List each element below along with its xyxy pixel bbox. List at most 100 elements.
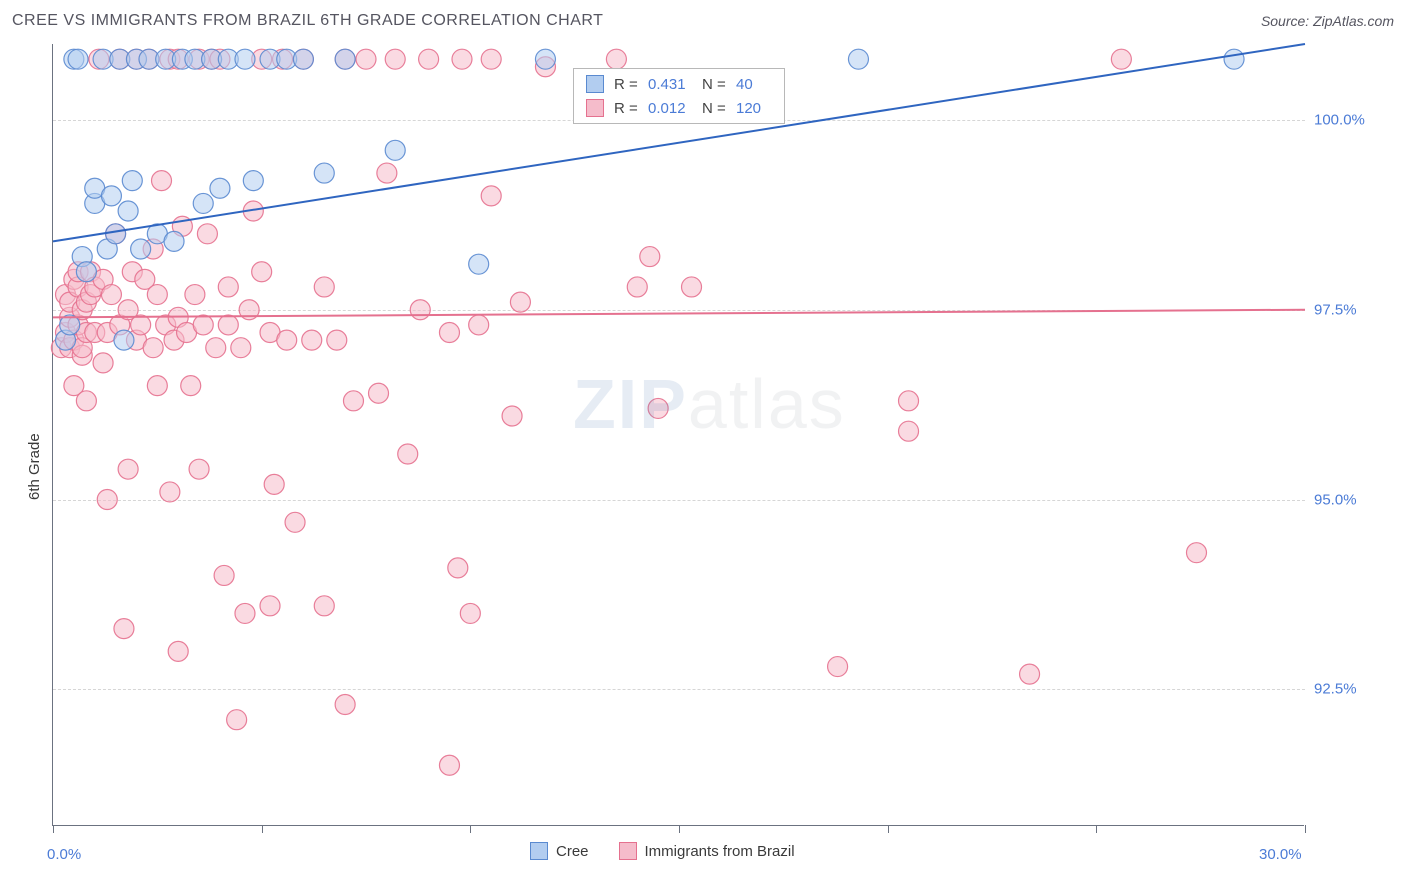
data-point	[314, 596, 334, 616]
data-point	[106, 224, 126, 244]
x-tick	[679, 825, 680, 833]
data-point	[193, 193, 213, 213]
data-point	[131, 315, 151, 335]
data-point	[97, 490, 117, 510]
data-point	[335, 695, 355, 715]
stats-value: 40	[736, 76, 772, 93]
data-point	[1224, 49, 1244, 69]
data-point	[160, 482, 180, 502]
data-point	[439, 755, 459, 775]
data-point	[293, 49, 313, 69]
stats-legend: R =0.431N =40R =0.012N =120	[573, 68, 785, 124]
data-point	[147, 285, 167, 305]
data-point	[76, 391, 96, 411]
data-point	[243, 171, 263, 191]
data-point	[343, 391, 363, 411]
data-point	[502, 406, 522, 426]
data-point	[369, 383, 389, 403]
source-label: Source: ZipAtlas.com	[1261, 13, 1394, 29]
y-tick-label: 92.5%	[1314, 681, 1374, 698]
legend-swatch	[586, 75, 604, 93]
legend-label: Cree	[556, 843, 589, 860]
stats-label: N =	[702, 100, 730, 117]
data-point	[448, 558, 468, 578]
data-point	[152, 171, 172, 191]
x-tick	[1096, 825, 1097, 833]
data-point	[101, 285, 121, 305]
data-point	[1186, 543, 1206, 563]
stats-value: 120	[736, 100, 772, 117]
legend-item: Immigrants from Brazil	[619, 842, 795, 860]
legend-swatch	[586, 99, 604, 117]
data-point	[231, 338, 251, 358]
data-point	[68, 49, 88, 69]
data-point	[206, 338, 226, 358]
data-point	[114, 619, 134, 639]
plot-area: ZIPatlas R =0.431N =40R =0.012N =120	[53, 44, 1305, 826]
data-point	[510, 292, 530, 312]
data-point	[385, 49, 405, 69]
legend-swatch	[619, 842, 637, 860]
y-axis-label: 6th Grade	[26, 433, 43, 500]
data-point	[1020, 664, 1040, 684]
data-point	[481, 186, 501, 206]
data-point	[398, 444, 418, 464]
data-point	[469, 315, 489, 335]
data-point	[535, 49, 555, 69]
chart-svg	[53, 44, 1305, 826]
data-point	[627, 277, 647, 297]
data-point	[131, 239, 151, 259]
data-point	[93, 353, 113, 373]
x-tick	[888, 825, 889, 833]
plot-frame: ZIPatlas R =0.431N =40R =0.012N =120	[52, 44, 1304, 826]
data-point	[185, 285, 205, 305]
data-point	[168, 641, 188, 661]
data-point	[164, 231, 184, 251]
x-tick-label: 30.0%	[1259, 846, 1302, 863]
data-point	[439, 323, 459, 343]
y-tick-label: 95.0%	[1314, 491, 1374, 508]
data-point	[181, 376, 201, 396]
data-point	[218, 277, 238, 297]
data-point	[122, 171, 142, 191]
chart-title: CREE VS IMMIGRANTS FROM BRAZIL 6TH GRADE…	[12, 12, 603, 30]
data-point	[260, 596, 280, 616]
data-point	[356, 49, 376, 69]
data-point	[460, 603, 480, 623]
data-point	[285, 512, 305, 532]
data-point	[481, 49, 501, 69]
data-point	[214, 565, 234, 585]
bottom-legend: Cree Immigrants from Brazil	[530, 842, 795, 860]
data-point	[419, 49, 439, 69]
x-tick	[1305, 825, 1306, 833]
data-point	[377, 163, 397, 183]
data-point	[118, 459, 138, 479]
data-point	[197, 224, 217, 244]
data-point	[118, 201, 138, 221]
data-point	[277, 330, 297, 350]
data-point	[189, 459, 209, 479]
data-point	[193, 315, 213, 335]
data-point	[264, 474, 284, 494]
data-point	[302, 330, 322, 350]
data-point	[385, 140, 405, 160]
stats-label: R =	[614, 76, 642, 93]
x-tick	[262, 825, 263, 833]
data-point	[1111, 49, 1131, 69]
data-point	[682, 277, 702, 297]
x-tick-label: 0.0%	[47, 846, 81, 863]
data-point	[218, 315, 238, 335]
legend-label: Immigrants from Brazil	[645, 843, 795, 860]
legend-swatch	[530, 842, 548, 860]
data-point	[314, 277, 334, 297]
data-point	[640, 247, 660, 267]
stats-value: 0.012	[648, 100, 696, 117]
legend-item: Cree	[530, 842, 589, 860]
data-point	[235, 603, 255, 623]
stats-value: 0.431	[648, 76, 696, 93]
data-point	[469, 254, 489, 274]
data-point	[210, 178, 230, 198]
data-point	[899, 391, 919, 411]
data-point	[410, 300, 430, 320]
data-point	[335, 49, 355, 69]
